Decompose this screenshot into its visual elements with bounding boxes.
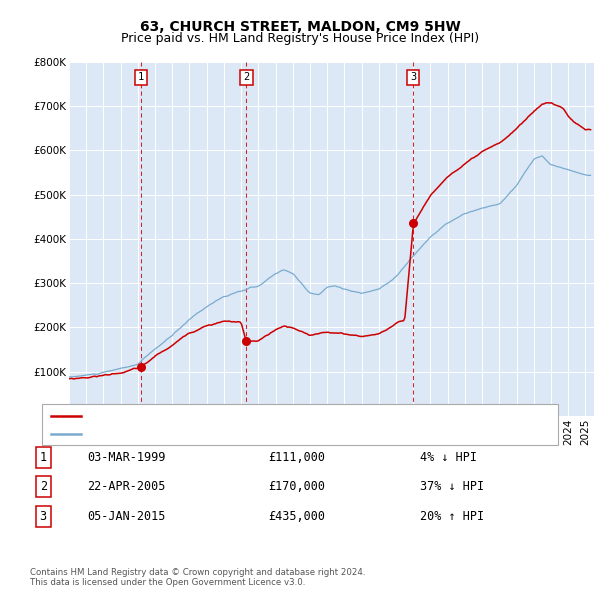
Text: £435,000: £435,000 <box>269 510 325 523</box>
Text: £111,000: £111,000 <box>269 451 325 464</box>
Text: HPI: Average price, detached house, Maldon: HPI: Average price, detached house, Mald… <box>87 429 334 439</box>
Text: 1: 1 <box>40 451 47 464</box>
Text: 63, CHURCH STREET, MALDON, CM9 5HW: 63, CHURCH STREET, MALDON, CM9 5HW <box>140 20 460 34</box>
Text: 22-APR-2005: 22-APR-2005 <box>87 480 166 493</box>
Text: Contains HM Land Registry data © Crown copyright and database right 2024.
This d: Contains HM Land Registry data © Crown c… <box>30 568 365 587</box>
Text: 37% ↓ HPI: 37% ↓ HPI <box>420 480 484 493</box>
Text: 1: 1 <box>137 73 144 83</box>
Text: 63, CHURCH STREET, MALDON, CM9 5HW (detached house): 63, CHURCH STREET, MALDON, CM9 5HW (deta… <box>87 411 421 421</box>
Text: 20% ↑ HPI: 20% ↑ HPI <box>420 510 484 523</box>
Text: £170,000: £170,000 <box>269 480 325 493</box>
Text: 3: 3 <box>40 510 47 523</box>
Text: 2: 2 <box>40 480 47 493</box>
Text: 2: 2 <box>244 73 250 83</box>
Text: 03-MAR-1999: 03-MAR-1999 <box>87 451 166 464</box>
Text: 05-JAN-2015: 05-JAN-2015 <box>87 510 166 523</box>
Text: 3: 3 <box>410 73 416 83</box>
Text: 4% ↓ HPI: 4% ↓ HPI <box>420 451 477 464</box>
Text: Price paid vs. HM Land Registry's House Price Index (HPI): Price paid vs. HM Land Registry's House … <box>121 32 479 45</box>
